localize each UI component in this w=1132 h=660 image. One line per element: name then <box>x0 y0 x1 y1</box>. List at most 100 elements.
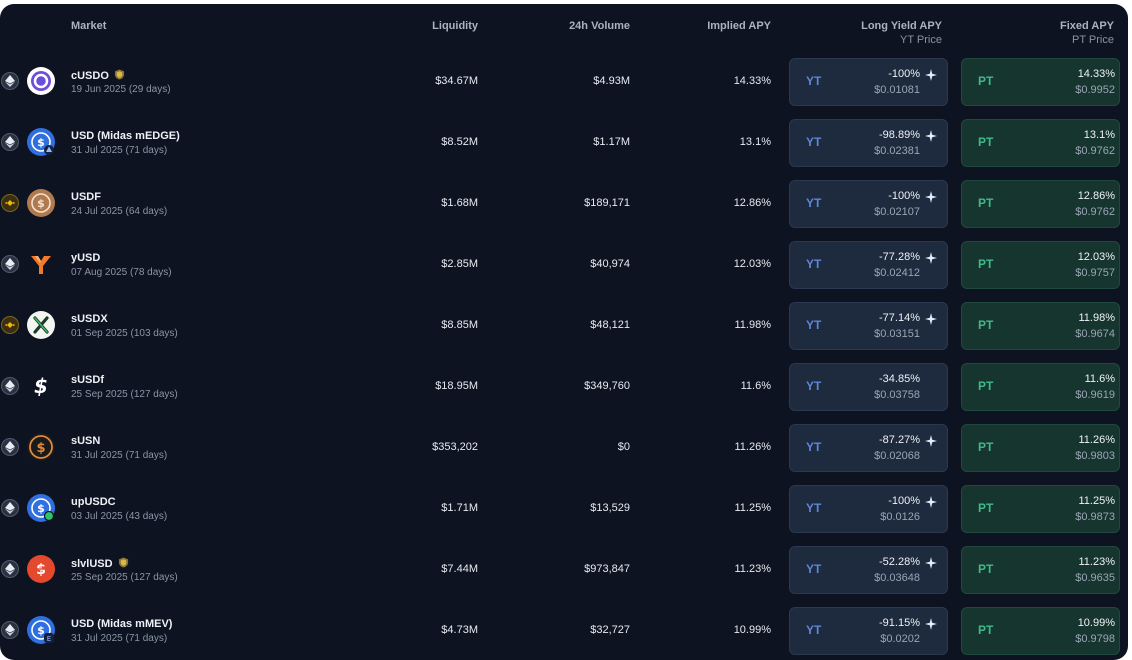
market-row[interactable]: $ sUSN 31 Jul 2025 (71 days) $353,202 $0 11.2… <box>0 421 1128 482</box>
pt-trade-button[interactable]: PT 13.1% $0.9762 <box>961 119 1120 167</box>
pt-label: PT <box>978 379 994 393</box>
volume-value: $189,171 <box>584 197 630 209</box>
susn-icon: $ <box>27 433 55 461</box>
pt-trade-button[interactable]: PT 11.6% $0.9619 <box>961 363 1120 411</box>
pt-trade-button[interactable]: PT 11.26% $0.9803 <box>961 424 1120 472</box>
market-name-text: slvlUSD <box>71 558 113 570</box>
pt-price-value: $0.9762 <box>1075 206 1115 218</box>
days-remaining: (127 days) <box>130 389 178 400</box>
maturity-date: 19 Jun 2025 (29 days) <box>71 84 171 95</box>
pt-trade-button[interactable]: PT 11.25% $0.9873 <box>961 485 1120 533</box>
market-name[interactable]: slvlUSD <box>71 557 129 570</box>
yt-trade-button[interactable]: YT -100% $0.02107 <box>789 180 948 228</box>
long-yield-apy-value: -100% <box>888 190 920 202</box>
bnb-chain-icon <box>1 194 19 212</box>
ethereum-chain-icon <box>1 133 19 151</box>
bnb-chain-icon <box>1 316 19 334</box>
yt-trade-button[interactable]: YT -77.28% $0.02412 <box>789 241 948 289</box>
markets-table: Market Liquidity 24h Volume Implied APY … <box>0 4 1128 660</box>
pt-trade-button[interactable]: PT 12.03% $0.9757 <box>961 241 1120 289</box>
market-name[interactable]: USDF <box>71 191 101 203</box>
yt-trade-button[interactable]: YT -87.27% $0.02068 <box>789 424 948 472</box>
implied-apy-value: 12.03% <box>733 258 771 270</box>
market-name-text: sUSN <box>71 435 101 447</box>
yt-price-value: $0.03151 <box>874 328 920 340</box>
market-name-text: sUSDf <box>71 374 105 386</box>
pt-trade-button[interactable]: PT 14.33% $0.9952 <box>961 58 1120 106</box>
market-name[interactable]: USD (Midas mMEV) <box>71 618 172 630</box>
market-name[interactable]: sUSDX <box>71 313 108 325</box>
header-market[interactable]: Market <box>71 20 107 32</box>
pt-price-value: $0.9803 <box>1075 450 1115 462</box>
svg-text:$: $ <box>36 562 46 578</box>
long-yield-apy-value: -77.14% <box>879 312 920 324</box>
volume-value: $349,760 <box>584 380 630 392</box>
market-row[interactable]: sUSDX 01 Sep 2025 (103 days) $8.85M $48,121… <box>0 299 1128 360</box>
pt-trade-button[interactable]: PT 11.23% $0.9635 <box>961 546 1120 594</box>
volume-value: $32,727 <box>590 624 630 636</box>
yt-label: YT <box>806 501 822 515</box>
svg-text:$: $ <box>36 441 45 456</box>
market-name[interactable]: sUSN <box>71 435 100 447</box>
susdx-icon <box>27 311 55 339</box>
yt-label: YT <box>806 74 822 88</box>
header-liquidity[interactable]: Liquidity <box>432 20 478 32</box>
yt-trade-button[interactable]: YT -98.89% $0.02381 <box>789 119 948 167</box>
header-implied-apy[interactable]: Implied APY <box>707 20 771 32</box>
upusdc-icon: $ <box>27 494 55 522</box>
yt-price-value: $0.0126 <box>880 511 920 523</box>
sparkle-icon <box>925 556 937 569</box>
midas-mmev-icon: $ E <box>27 616 55 644</box>
yt-trade-button[interactable]: YT -77.14% $0.03151 <box>789 302 948 350</box>
market-row[interactable]: cUSDO 19 Jun 2025 (29 days) $34.67M $4.93M 1… <box>0 55 1128 116</box>
pt-trade-button[interactable]: PT 12.86% $0.9762 <box>961 180 1120 228</box>
yt-trade-button[interactable]: YT -100% $0.01081 <box>789 58 948 106</box>
market-name[interactable]: yUSD <box>71 252 100 264</box>
market-row[interactable]: $ E USD (Midas mMEV) 31 Jul 2025 (71 days) $… <box>0 604 1128 660</box>
susdf-icon: $ <box>27 372 55 400</box>
market-row[interactable]: $ sUSDf 25 Sep 2025 (127 days) $18.95M $349,… <box>0 360 1128 421</box>
yt-price-value: $0.01081 <box>874 84 920 96</box>
market-row[interactable]: $ slvlUSD 25 Sep 2025 (127 days) $7.44M $973… <box>0 543 1128 604</box>
pt-trade-button[interactable]: PT 10.99% $0.9798 <box>961 607 1120 655</box>
sparkle-icon <box>925 434 937 447</box>
header-fixed-apy[interactable]: Fixed APY PT Price <box>980 20 1114 46</box>
liquidity-value: $2.85M <box>441 258 478 270</box>
market-name[interactable]: sUSDf <box>71 374 104 386</box>
volume-value: $48,121 <box>590 319 630 331</box>
market-row[interactable]: $ USDF 24 Jul 2025 (64 days) $1.68M $189,171… <box>0 177 1128 238</box>
svg-text:$: $ <box>37 502 45 515</box>
ethereum-chain-icon <box>1 560 19 578</box>
pt-price-value: $0.9757 <box>1075 267 1115 279</box>
yt-trade-button[interactable]: YT -100% $0.0126 <box>789 485 948 533</box>
market-name[interactable]: cUSDO <box>71 69 125 82</box>
fixed-apy-value: 11.25% <box>1078 495 1116 507</box>
ethereum-chain-icon <box>1 377 19 395</box>
maturity-date-text: 19 Jun 2025 <box>71 84 127 95</box>
pt-price-value: $0.9635 <box>1075 572 1115 584</box>
sparkle-icon <box>925 312 937 325</box>
market-name[interactable]: USD (Midas mEDGE) <box>71 130 180 142</box>
yt-trade-button[interactable]: YT -52.28% $0.03648 <box>789 546 948 594</box>
maturity-date: 03 Jul 2025 (43 days) <box>71 511 167 522</box>
pt-label: PT <box>978 74 994 88</box>
market-name[interactable]: upUSDC <box>71 496 116 508</box>
market-row[interactable]: $ USD (Midas mEDGE) 31 Jul 2025 (71 days) $… <box>0 116 1128 177</box>
market-row[interactable]: yUSD 07 Aug 2025 (78 days) $2.85M $40,974 12… <box>0 238 1128 299</box>
market-row[interactable]: $ upUSDC 03 Jul 2025 (43 days) $1.71M $13,52… <box>0 482 1128 543</box>
long-yield-apy-value: -34.85% <box>879 373 920 385</box>
yt-trade-button[interactable]: YT -34.85% $0.03758 <box>789 363 948 411</box>
maturity-date: 25 Sep 2025 (127 days) <box>71 389 178 400</box>
pt-trade-button[interactable]: PT 11.98% $0.9674 <box>961 302 1120 350</box>
days-remaining: (127 days) <box>130 572 178 583</box>
implied-apy-value: 12.86% <box>733 197 771 209</box>
days-remaining: (71 days) <box>125 633 168 644</box>
header-long-yield-apy[interactable]: Long Yield APY YT Price <box>800 20 942 46</box>
yt-label: YT <box>806 196 822 210</box>
fixed-apy-value: 11.98% <box>1078 312 1116 324</box>
implied-apy-value: 14.33% <box>733 75 771 87</box>
fixed-apy-value: 14.33% <box>1077 68 1115 80</box>
yt-trade-button[interactable]: YT -91.15% $0.0202 <box>789 607 948 655</box>
header-volume[interactable]: 24h Volume <box>569 20 630 32</box>
days-remaining: (43 days) <box>125 511 168 522</box>
